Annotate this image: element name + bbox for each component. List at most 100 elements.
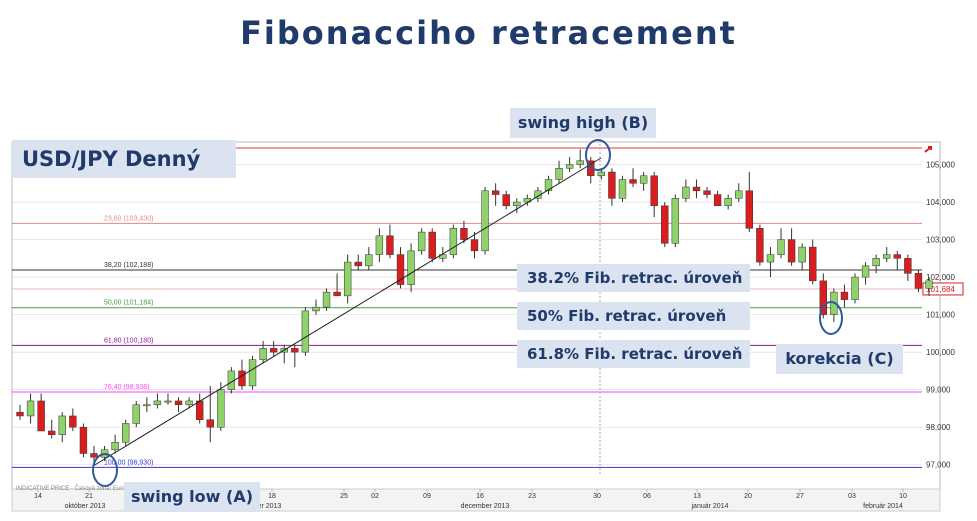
x-month-label: december 2013 bbox=[461, 503, 510, 510]
candle-up bbox=[132, 404, 140, 424]
candle-up bbox=[544, 179, 553, 192]
candle-up bbox=[122, 423, 130, 443]
candle-up bbox=[671, 198, 680, 244]
candle-up bbox=[481, 190, 489, 252]
candle-down bbox=[174, 400, 183, 405]
candle-down bbox=[650, 175, 658, 207]
candle-down bbox=[756, 228, 764, 263]
x-day-label: 21 bbox=[85, 493, 93, 500]
candle-down bbox=[893, 254, 901, 259]
candle-down bbox=[69, 415, 77, 428]
candle-up bbox=[618, 179, 627, 199]
fib-382-label: 38.2% Fib. retrac. úroveň bbox=[517, 264, 750, 292]
fib-level-label: 50,00 (101,184) bbox=[104, 300, 153, 307]
page-title: Fibonacciho retracement bbox=[240, 14, 737, 52]
candle-down bbox=[354, 261, 362, 267]
fib-level-label: 61,80 (100,180) bbox=[104, 337, 153, 344]
x-day-label: 13 bbox=[693, 493, 701, 500]
y-tick-label: 105,000 bbox=[926, 161, 955, 170]
candle-down bbox=[16, 411, 24, 417]
plot-frame bbox=[11, 141, 941, 490]
candle-up bbox=[576, 160, 584, 165]
candle-down bbox=[608, 171, 616, 199]
candle-up bbox=[777, 239, 785, 255]
candle-down bbox=[48, 430, 56, 435]
candle-up bbox=[597, 171, 606, 177]
candles bbox=[16, 149, 933, 465]
candle-up bbox=[375, 235, 384, 255]
candle-up bbox=[248, 359, 257, 387]
x-day-label: 16 bbox=[476, 493, 484, 500]
candle-up bbox=[185, 400, 193, 405]
current-price-box bbox=[922, 282, 964, 296]
fib-50-label: 50% Fib. retrac. úroveň bbox=[517, 302, 750, 330]
fib-levels: 100,00 (96,930) 76,40 (98,938) 61,80 (100,… bbox=[12, 147, 922, 468]
x-day-label: 09 bbox=[423, 493, 431, 500]
x-day-label: 02 bbox=[371, 493, 379, 500]
candle-up bbox=[872, 258, 880, 267]
current-price-label: 101,684 bbox=[926, 285, 955, 294]
candle-up bbox=[312, 306, 320, 312]
candle-up bbox=[301, 310, 310, 353]
y-tick-label: 100,000 bbox=[926, 348, 955, 357]
chart-watermark: INDICATIVE PRICE · Časová zóna: Európa bbox=[16, 485, 133, 492]
y-tick-label: 103,000 bbox=[926, 236, 955, 245]
candle-down bbox=[206, 419, 214, 428]
candle-down bbox=[196, 400, 204, 420]
candle-down bbox=[269, 348, 278, 353]
candle-down bbox=[79, 426, 88, 454]
swing-low-circle bbox=[92, 453, 118, 487]
candle-down bbox=[840, 291, 849, 300]
candle-down bbox=[904, 258, 912, 274]
candle-down bbox=[692, 186, 701, 192]
fib-level-label: 38,20 (102,188) bbox=[104, 262, 153, 269]
candle-up bbox=[883, 254, 891, 259]
candle-up bbox=[925, 280, 933, 289]
candle-down bbox=[238, 370, 246, 387]
candle-down bbox=[90, 453, 98, 458]
chart-corner-icon[interactable] bbox=[924, 146, 932, 153]
fib-level-label: 23,60 (103,430) bbox=[104, 215, 153, 222]
x-day-label: 18 bbox=[268, 493, 276, 500]
candle-up bbox=[798, 246, 806, 263]
fib-618-label: 61.8% Fib. retrac. úroveň bbox=[517, 340, 750, 368]
x-day-label: 25 bbox=[340, 493, 348, 500]
y-tick-label: 99,000 bbox=[926, 386, 951, 395]
candle-up bbox=[143, 404, 151, 407]
candle-down bbox=[787, 239, 796, 263]
candle-down bbox=[428, 231, 436, 259]
candle-down bbox=[491, 190, 500, 195]
x-day-label: 30 bbox=[593, 493, 601, 500]
y-tick-label: 102,000 bbox=[926, 273, 955, 282]
fib-level-label: 76,40 (98,938) bbox=[104, 384, 150, 391]
x-day-label: 14 bbox=[34, 493, 42, 500]
x-month-label: október 2013 bbox=[65, 503, 106, 510]
swing-high-label: swing high (B) bbox=[510, 108, 656, 138]
x-day-label: 27 bbox=[796, 493, 804, 500]
x-day-label: 20 bbox=[744, 493, 752, 500]
candle-up bbox=[735, 190, 743, 199]
fib-level-label: 100,00 (96,930) bbox=[104, 459, 153, 466]
candle-up bbox=[111, 441, 119, 450]
candle-down bbox=[386, 235, 394, 255]
candle-up bbox=[555, 168, 563, 180]
candle-up bbox=[259, 348, 267, 360]
candle-down bbox=[460, 228, 468, 240]
candle-down bbox=[291, 348, 299, 353]
candle-down bbox=[713, 194, 722, 207]
x-day-label: 06 bbox=[643, 493, 651, 500]
candle-up bbox=[164, 400, 172, 403]
candle-up bbox=[565, 164, 574, 169]
candle-down bbox=[745, 190, 753, 229]
candle-up bbox=[322, 291, 331, 308]
candle-up bbox=[343, 261, 352, 297]
correction-circle bbox=[819, 301, 843, 335]
candle-up bbox=[851, 276, 859, 300]
y-tick-label: 98,000 bbox=[926, 423, 951, 432]
y-tick-label: 97,000 bbox=[926, 461, 951, 470]
candle-up bbox=[861, 265, 870, 278]
candle-up bbox=[365, 254, 373, 267]
y-tick-label: 104,000 bbox=[926, 198, 955, 207]
candle-down bbox=[396, 254, 405, 285]
